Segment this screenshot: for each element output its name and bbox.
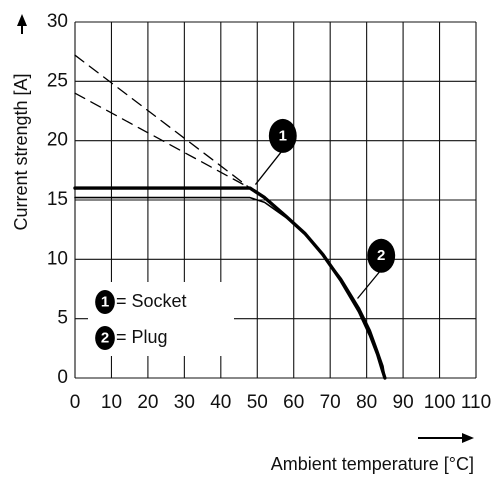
marker-badge-1: 1 — [268, 118, 297, 153]
marker-circle — [95, 290, 115, 314]
x-tick-label: 80 — [356, 392, 377, 413]
marker-badge-1: 1 — [95, 290, 115, 314]
marker-number: 1 — [101, 293, 109, 310]
marker-leader-line — [254, 149, 284, 185]
y-tick-label: 5 — [57, 308, 68, 329]
x-tick-label: 50 — [247, 392, 268, 413]
x-tick-label: 90 — [393, 392, 414, 413]
marker-number: 2 — [101, 329, 109, 346]
x-tick-label: 30 — [174, 392, 195, 413]
x-tick-label: 0 — [70, 392, 81, 413]
marker-leader-line — [357, 269, 382, 299]
series-lines — [73, 54, 387, 380]
marker-circle — [367, 238, 396, 273]
x-tick-label: 110 — [461, 392, 491, 413]
y-axis-title: Current strength [A] — [11, 73, 31, 230]
legend-label: = Socket — [116, 291, 187, 311]
series-line-plug — [74, 196, 386, 379]
marker-badge-2: 2 — [95, 326, 115, 350]
curve-markers: 12 — [254, 118, 396, 299]
extrapolation-dashed-line — [74, 54, 251, 189]
legend-items: 1 = Socket 2 = Plug — [95, 290, 187, 350]
y-tick-label: 30 — [47, 11, 68, 32]
marker-number: 2 — [377, 247, 385, 264]
marker-badge-2: 2 — [367, 238, 396, 273]
y-tick-label: 10 — [47, 248, 68, 269]
marker-circle — [95, 326, 115, 350]
marker-circle — [268, 118, 297, 153]
y-tick-label: 20 — [47, 130, 68, 151]
legend-label: = Plug — [116, 327, 168, 347]
extrapolation-dashed-line — [74, 92, 251, 189]
y-axis-arrow — [17, 14, 27, 34]
marker-number: 1 — [279, 127, 287, 144]
y-tick-labels: 0 5 10 15 20 25 30 — [47, 11, 68, 388]
x-axis-arrow — [418, 433, 474, 443]
y-tick-label: 15 — [47, 189, 68, 210]
y-tick-label: 0 — [57, 367, 68, 388]
x-tick-labels: 0 10 20 30 40 50 60 70 80 90 100 110 — [70, 392, 491, 413]
x-axis-title: Ambient temperature [°C] — [271, 454, 474, 474]
x-tick-label: 10 — [101, 392, 122, 413]
y-tick-label: 25 — [47, 70, 68, 91]
x-tick-label: 60 — [283, 392, 304, 413]
x-tick-label: 40 — [210, 392, 231, 413]
x-tick-label: 100 — [424, 392, 456, 413]
legend: 1 = Socket 2 = Plug — [88, 282, 234, 356]
x-tick-label: 20 — [137, 392, 158, 413]
x-tick-label: 70 — [320, 392, 341, 413]
